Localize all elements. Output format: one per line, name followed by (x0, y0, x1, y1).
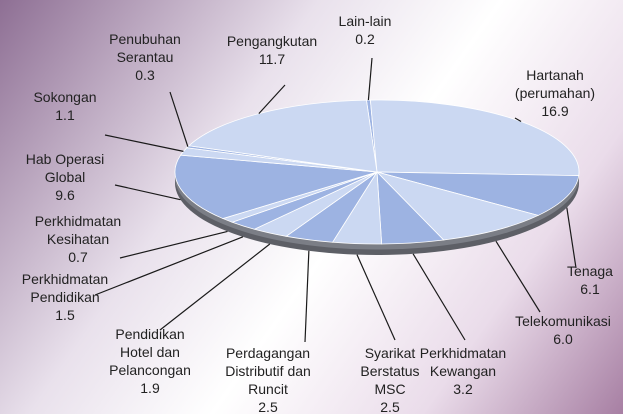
pie-slice (376, 171, 580, 216)
category-label: Tenaga (567, 263, 613, 279)
category-label: Telekomunikasi (515, 313, 611, 329)
value-label: 2.5 (380, 399, 400, 414)
value-label: 6.0 (553, 331, 573, 347)
slice-label: Tenaga 6.1 (555, 262, 623, 298)
slice-label: Perdagangan Distributif dan Runcit 2.5 (211, 344, 326, 414)
pie-slice (174, 154, 378, 219)
leader-line (258, 84, 286, 115)
leader-line (412, 253, 466, 341)
value-label: 9.6 (55, 187, 75, 203)
slice-label: Syarikat Berstatus MSC 2.5 (353, 344, 428, 414)
category-label: Sokongan (33, 89, 97, 105)
category-label: Pengangkutan (226, 33, 318, 49)
slice-label: Hab Operasi Global 9.6 (10, 150, 120, 204)
category-label: Penubuhan Serantau (109, 31, 181, 65)
leader-line (304, 250, 310, 343)
category-label: Pendidikan Hotel dan Pelancongan (109, 326, 191, 378)
category-label: Lain-lain (338, 13, 392, 29)
category-label: Syarikat Berstatus MSC (360, 345, 420, 397)
category-label: Hartanah (perumahan) (514, 67, 596, 101)
leader-line (114, 184, 181, 201)
category-label: Hab Operasi Global (25, 151, 105, 185)
value-label: 0.7 (68, 249, 88, 265)
value-label: 0.3 (135, 67, 155, 83)
slice-label: Lain-lain 0.2 (320, 12, 410, 48)
value-label: 3.2 (453, 381, 473, 397)
value-label: 0.2 (355, 31, 375, 47)
leader-line (94, 236, 244, 296)
value-label: 6.1 (580, 281, 600, 297)
value-label: 2.5 (258, 399, 278, 414)
value-label: 1.5 (55, 307, 75, 323)
value-label: 11.7 (258, 51, 286, 67)
value-label: 1.1 (55, 107, 75, 123)
slice-label: Pendidikan Hotel dan Pelancongan 1.9 (100, 325, 200, 397)
leader-line (514, 117, 522, 123)
slice-label: Perkhidmatan Kesihatan 0.7 (23, 212, 133, 266)
leader-line (367, 57, 373, 101)
category-label: Perkhidmatan Pendidikan (21, 271, 109, 305)
leader-line (159, 243, 271, 331)
slice-label: Sokongan 1.1 (15, 88, 115, 124)
leader-line (104, 134, 184, 152)
leader-line (356, 254, 396, 341)
pie-slice (375, 171, 540, 241)
slice-label: Perkhidmatan Kewangan 3.2 (408, 344, 518, 398)
slice-label: Penubuhan Serantau 0.3 (95, 30, 195, 84)
leader-line (566, 207, 577, 269)
slice-label: Pengangkutan 11.7 (212, 32, 332, 68)
value-label: 16.9 (541, 103, 569, 119)
leader-line (169, 91, 189, 147)
category-label: Perkhidmatan Kesihatan (34, 213, 122, 247)
leader-line (495, 240, 541, 313)
leader-line (119, 230, 228, 259)
slice-label: Hartanah (perumahan) 16.9 (500, 66, 610, 120)
value-label: 1.9 (140, 380, 160, 396)
category-label: Perkhidmatan Kewangan (419, 345, 507, 379)
category-label: Perdagangan Distributif dan Runcit (225, 345, 311, 397)
pie-slice (188, 99, 378, 173)
slice-label: Telekomunikasi 6.0 (498, 312, 623, 348)
slice-label: Perkhidmatan Pendidikan 1.5 (10, 270, 120, 324)
